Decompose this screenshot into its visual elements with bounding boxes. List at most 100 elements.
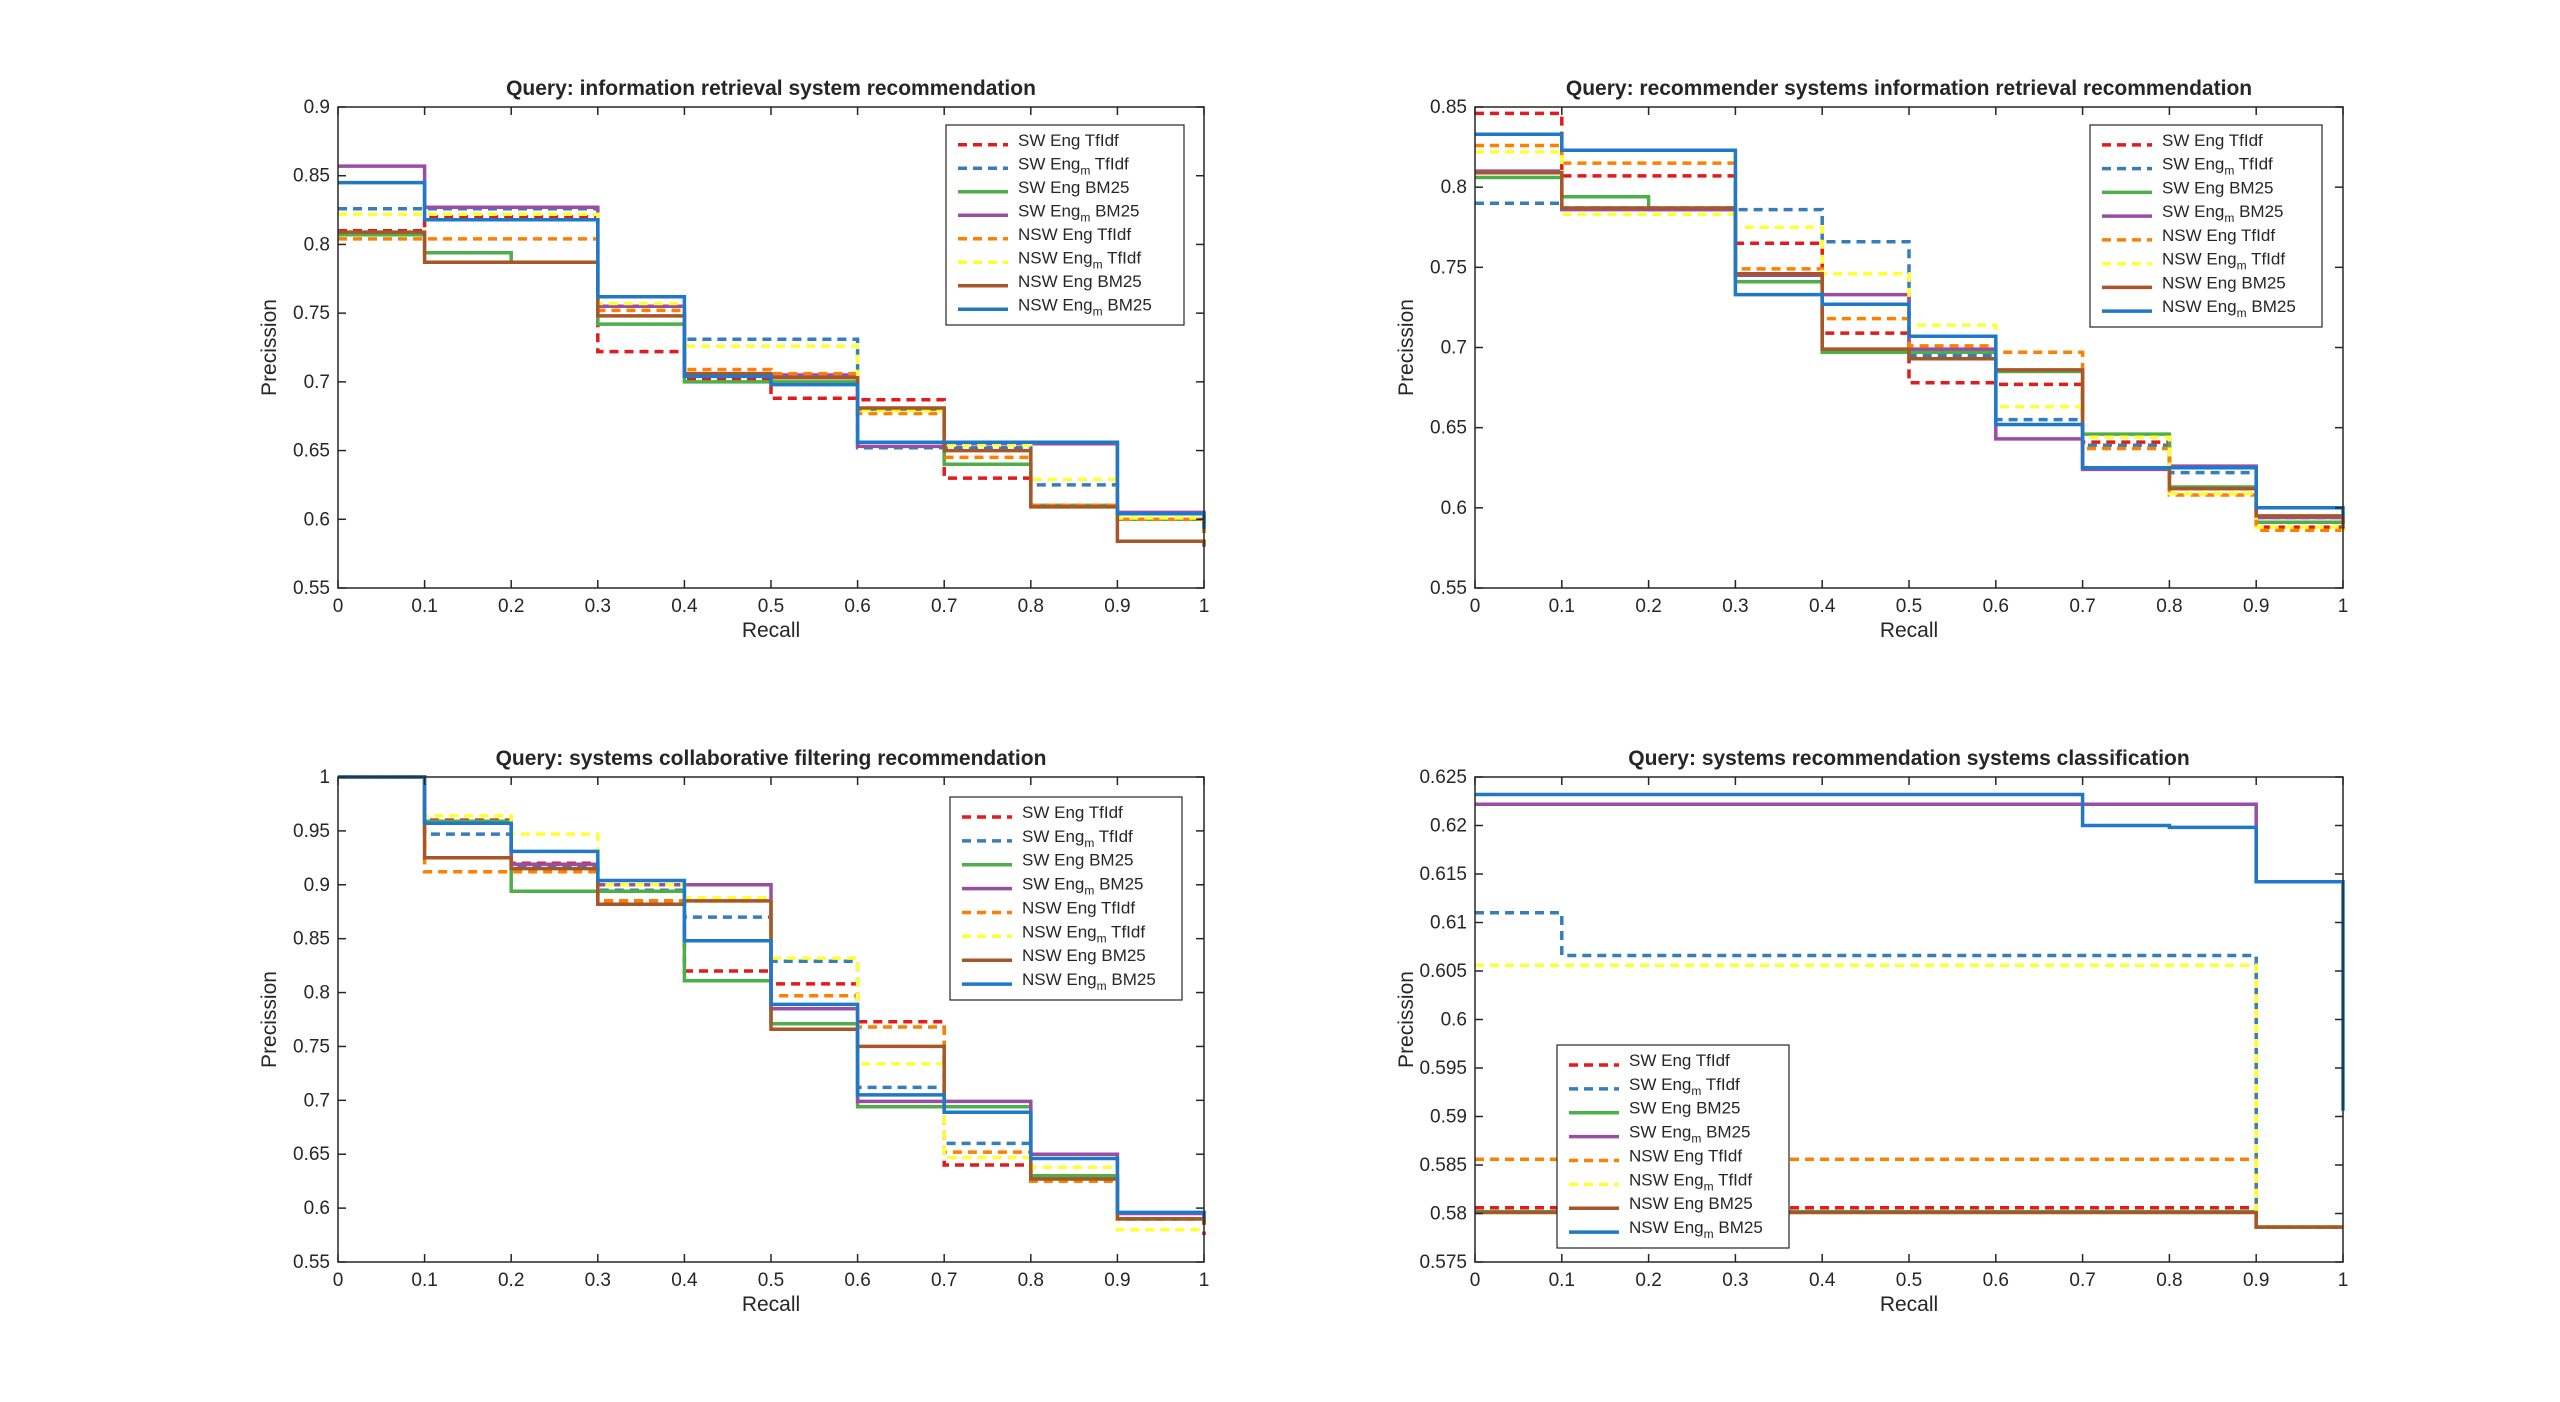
y-axis: 0.55 0.6 0.65 0.7 0.75 0.8 0.85 0.9 0.95 1 [293,767,1204,1273]
y-tick-label: 0.75 [293,303,330,324]
y-tick-label: 0.7 [1441,338,1467,359]
legend-entry-5: NSW Eng TfIdf [2162,226,2275,245]
series-line-7 [338,775,1206,1225]
chart-panel-1: 0 0.1 0.2 0.3 0.4 0.5 0.6 0.7 0.8 0.9 1 0.55 0.6 0.65… [258,77,1209,642]
legend-box [2089,124,2323,328]
chart-title: Query: systems collaborative filtering r… [496,747,1047,770]
legend-entry-1: SW Eng TfIdf [1022,803,1123,822]
x-tick-label: 0.7 [931,1270,957,1291]
x-tick-label: 0.5 [758,1270,784,1291]
legend-entry-3: SW Eng BM25 [1018,178,1130,197]
legend-entry-2: SW Engm TfIdf [1629,1075,1740,1098]
y-tick-label: 0.65 [293,441,330,462]
y-tick-label: 0.625 [1419,767,1467,788]
series-line-8 [338,775,1206,1219]
legend-entry-4: SW Engm BM25 [1629,1123,1751,1146]
x-tick-label: 0.7 [2069,596,2095,617]
series-group [338,775,1206,1236]
series-line-8 [1475,132,2345,516]
x-tick-label: 0.3 [1722,596,1748,617]
series-group [338,164,1206,547]
x-tick-label: 0.1 [411,1270,437,1291]
legend-entry-4: SW Engm BM25 [1018,201,1140,224]
legend-entry-2: SW Engm TfIdf [2162,155,2273,178]
y-axis: 0.575 0.58 0.585 0.59 0.595 0.6 0.605 0.61 0.615… [1419,767,2343,1273]
y-tick-label: 0.6 [1441,1010,1467,1031]
y-tick-label: 0.65 [1430,418,1467,439]
legend-entry-7: NSW Eng BM25 [1629,1194,1753,1213]
y-axis: 0.55 0.6 0.65 0.7 0.75 0.8 0.85 0.9 [293,97,1204,599]
chart-title: Query: systems recommendation systems cl… [1628,747,2189,770]
y-tick-label: 0.8 [304,983,330,1004]
y-tick-label: 0.575 [1419,1252,1467,1273]
x-tick-label: 0.5 [1896,1270,1922,1291]
x-tick-label: 0.8 [1018,1270,1044,1291]
x-tick-label: 0.7 [931,596,957,617]
y-tick-label: 0.95 [293,821,330,842]
legend-entry-3: SW Eng BM25 [1629,1099,1741,1118]
x-tick-label: 0 [333,596,344,617]
x-tick-label: 0.6 [1983,596,2009,617]
x-axis-label: Recall [742,1293,800,1316]
y-tick-label: 0.85 [1430,97,1467,118]
legend-entry-3: SW Eng BM25 [2162,178,2274,197]
legend-entry-6: NSW Engm TfIdf [1018,248,1141,271]
x-tick-label: 0.6 [1983,1270,2009,1291]
legend-entry-5: NSW Eng TfIdf [1018,225,1131,244]
y-tick-label: 0.62 [1430,816,1467,837]
x-tick-label: 0.9 [2243,596,2269,617]
y-tick-label: 0.7 [304,1090,330,1111]
x-tick-label: 0.5 [1896,596,1922,617]
legend-entry-2: SW Engm TfIdf [1018,154,1129,177]
x-tick-label: 0.1 [411,596,437,617]
chart-panel-2: 0 0.1 0.2 0.3 0.4 0.5 0.6 0.7 0.8 0.9 1 0.55 0.6 0.65… [1395,77,2348,642]
series-line-7 [338,230,1206,547]
legend-entry-7: NSW Eng BM25 [1022,946,1146,965]
y-tick-label: 0.6 [304,1198,330,1219]
x-axis-label: Recall [1880,1293,1938,1316]
y-axis-label: Precission [1395,971,1418,1068]
chart-panel-4: 0 0.1 0.2 0.3 0.4 0.5 0.6 0.7 0.8 0.9 10.5750.580.… [1395,747,2348,1316]
series-line-8 [1475,792,2345,1111]
series-line-2 [1475,201,2345,524]
y-tick-label: 0.6 [1441,498,1467,519]
x-tick-label: 0.8 [1018,596,1044,617]
legend-entry-4: SW Engm BM25 [2162,202,2284,225]
y-axis: 0.55 0.6 0.65 0.7 0.75 0.8 0.85 [1430,97,2343,599]
legend-entry-5: NSW Eng TfIdf [1022,898,1135,917]
legend-entry-4: SW Engm BM25 [1022,875,1144,898]
legend-entry-8: NSW Engm BM25 [1022,970,1156,993]
x-tick-label: 0.2 [1635,1270,1661,1291]
x-tick-label: 0.8 [2156,596,2182,617]
y-tick-label: 1 [319,767,330,788]
y-tick-label: 0.7 [304,372,330,393]
x-tick-label: 0 [1470,596,1481,617]
x-tick-label: 1 [2338,1270,2349,1291]
y-tick-label: 0.55 [293,1252,330,1273]
x-axis: 0 0.1 0.2 0.3 0.4 0.5 0.6 0.7 0.8 0.9 1 [1470,107,2348,617]
legend-entry-6: NSW Engm TfIdf [1022,922,1145,945]
x-axis: 0 0.1 0.2 0.3 0.4 0.5 0.6 0.7 0.8 0.9 1 [333,107,1210,617]
legend-entry-7: NSW Eng BM25 [1018,272,1142,291]
y-tick-label: 0.595 [1419,1058,1467,1079]
x-tick-label: 0.9 [1104,1270,1130,1291]
y-tick-label: 0.8 [1441,177,1467,198]
legend-entry-6: NSW Engm TfIdf [1629,1170,1752,1193]
y-axis-label: Precission [258,971,281,1068]
y-axis-label: Precission [1395,299,1418,396]
legend-box [1556,1044,1790,1249]
y-tick-label: 0.8 [304,234,330,255]
y-tick-label: 0.55 [293,578,330,599]
x-tick-label: 0.1 [1549,1270,1575,1291]
x-tick-label: 0.2 [1635,596,1661,617]
chart-title: Query: information retrieval system reco… [506,77,1036,100]
x-tick-label: 1 [1199,1270,1210,1291]
y-tick-label: 0.55 [1430,578,1467,599]
x-tick-label: 1 [1199,596,1210,617]
legend-entry-3: SW Eng BM25 [1022,851,1134,870]
